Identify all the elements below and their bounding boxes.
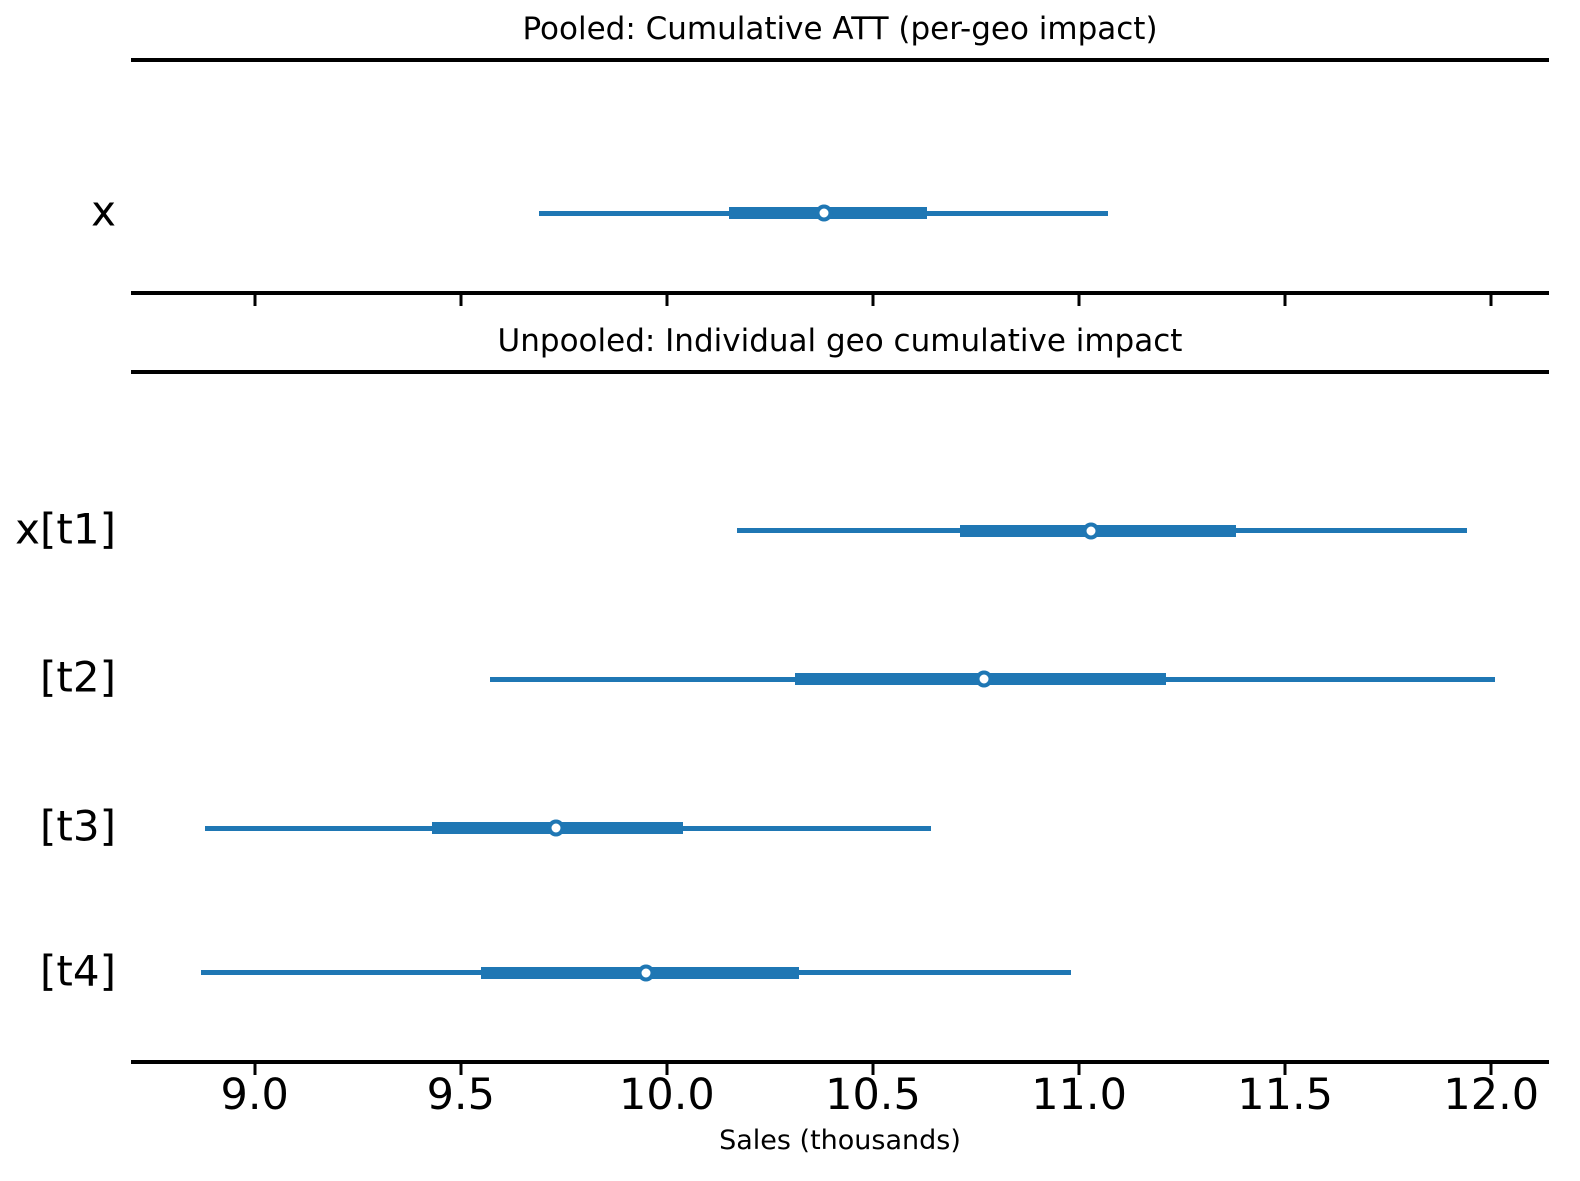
median-marker: [637, 964, 655, 982]
x-tick: [1489, 1064, 1493, 1075]
row-label: [t2]: [40, 652, 116, 702]
x-tick-label: 11.0: [1031, 1070, 1127, 1120]
x-tick: [871, 1064, 875, 1075]
x-tick: [1283, 295, 1287, 306]
x-tick: [253, 295, 257, 306]
row-label: x: [91, 186, 116, 236]
x-tick-label: 9.5: [426, 1070, 495, 1120]
x-axis-label: Sales (thousands): [719, 1125, 961, 1156]
x-tick-label: 9.0: [220, 1070, 289, 1120]
row-label: x[t1]: [15, 504, 116, 554]
row-label: [t4]: [40, 946, 116, 996]
x-tick: [1489, 295, 1493, 306]
x-tick: [665, 1064, 669, 1075]
x-tick: [459, 295, 463, 306]
median-marker: [815, 204, 832, 222]
top-spine: [131, 58, 1549, 62]
x-tick: [665, 295, 669, 306]
x-tick: [1283, 1064, 1287, 1075]
x-tick: [459, 1064, 463, 1075]
top-spine: [131, 370, 1549, 374]
x-tick-label: 12.0: [1443, 1070, 1540, 1120]
x-tick-label: 10.5: [825, 1070, 921, 1120]
panel-title: Unpooled: Individual geo cumulative impa…: [497, 323, 1183, 359]
median-marker: [975, 670, 993, 688]
x-tick-label: 11.5: [1237, 1070, 1334, 1120]
x-tick: [1077, 295, 1081, 306]
x-tick: [1077, 1064, 1081, 1075]
bottom-spine: [131, 291, 1549, 295]
panel-title: Pooled: Cumulative ATT (per-geo impact): [522, 11, 1158, 47]
x-tick: [871, 295, 875, 306]
row-label: [t3]: [40, 801, 116, 851]
median-marker: [547, 819, 565, 837]
median-marker: [1082, 522, 1100, 540]
bottom-spine: [131, 1060, 1549, 1064]
x-tick-label: 10.0: [618, 1070, 715, 1120]
x-tick: [253, 1064, 257, 1075]
